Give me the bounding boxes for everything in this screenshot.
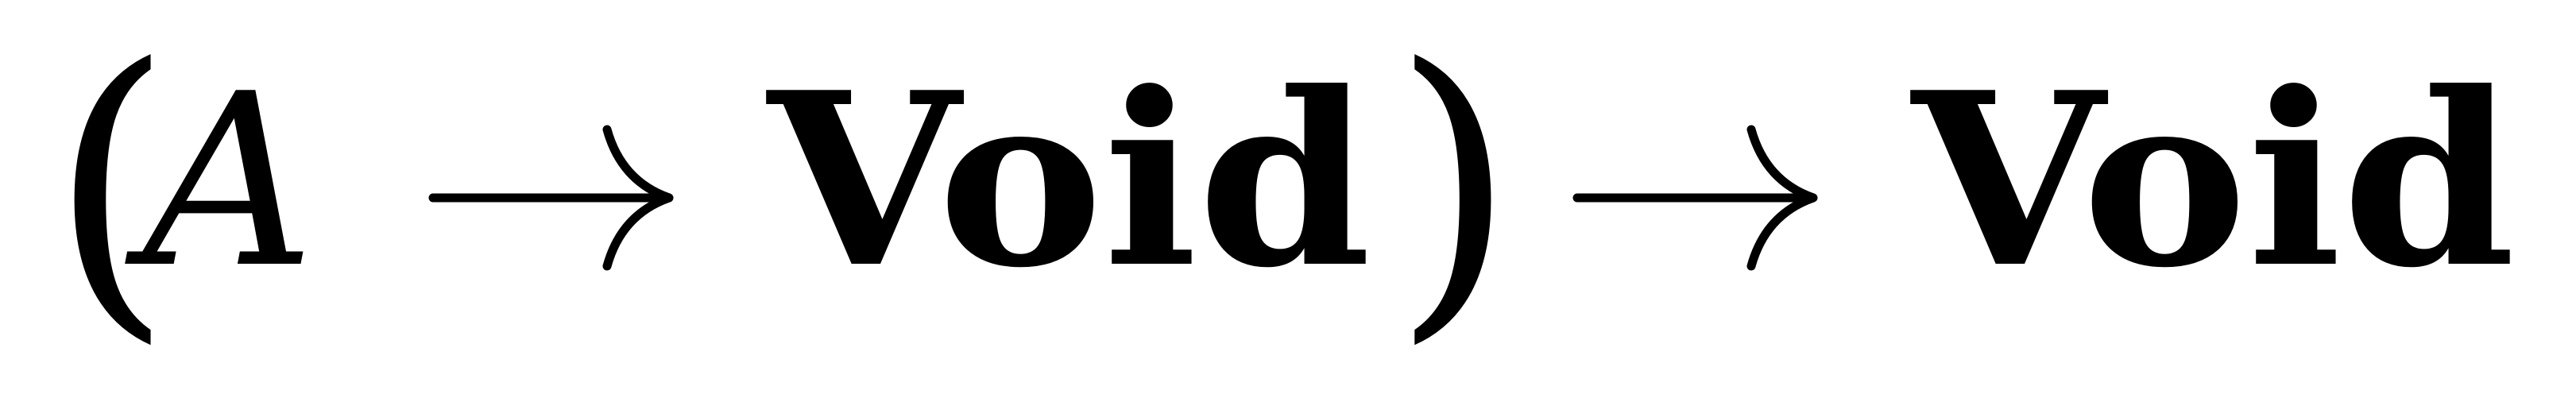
inner-codomain-void: Void — [764, 40, 1371, 320]
variable-a: A — [125, 43, 315, 320]
close-parenthesis: ) — [1392, 2, 1516, 371]
right-arrow-icon — [428, 125, 674, 271]
outer-codomain-void: Void — [1908, 40, 2516, 320]
open-parenthesis: ( — [49, 2, 173, 371]
right-arrow-icon — [1572, 125, 1818, 271]
